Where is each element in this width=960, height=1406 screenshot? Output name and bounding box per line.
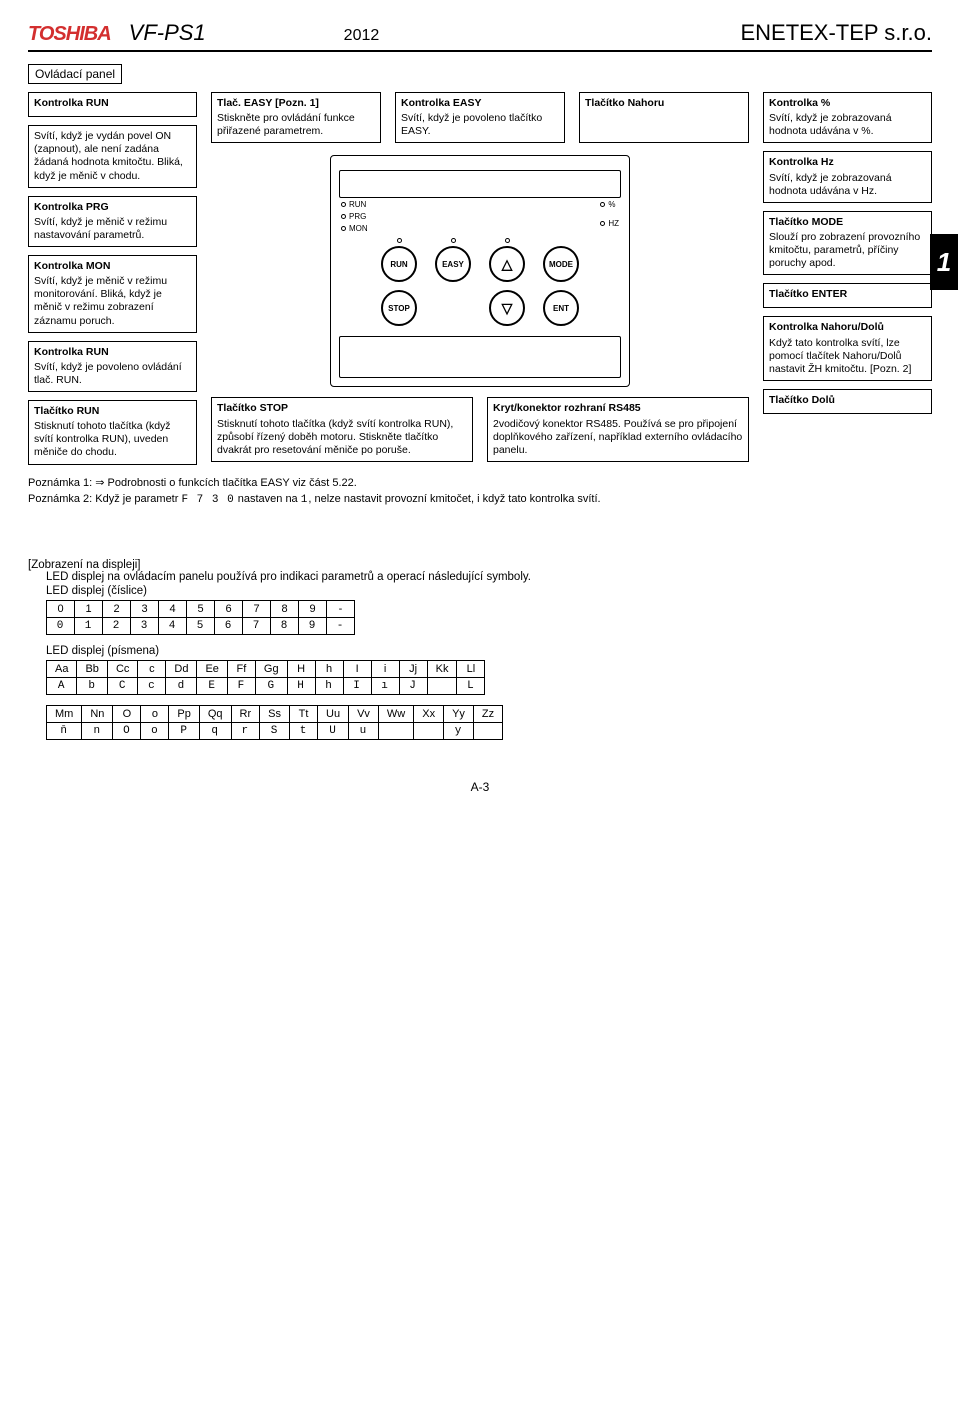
- note2-param: F 7 3 0: [181, 494, 234, 506]
- led-hz-label: HZ: [608, 219, 619, 228]
- label: Kontrolka MON: [34, 260, 191, 273]
- box-run-led2: Kontrolka RUN Svítí, když je povoleno ov…: [28, 341, 197, 392]
- box-mon-led: Kontrolka MON Svítí, když je měnič v rež…: [28, 255, 197, 333]
- box-mode-btn: Tlačítko MODE Slouží pro zobrazení provo…: [763, 211, 932, 276]
- btn-run[interactable]: RUN: [381, 246, 417, 282]
- body: Slouží pro zobrazení provozního kmitočtu…: [769, 231, 926, 270]
- section-title: Ovládací panel: [28, 64, 122, 84]
- company: ENETEX-TEP s.r.o.: [740, 20, 932, 46]
- box-easy-btn: Tlač. EASY [Pozn. 1] Stiskněte pro ovlád…: [211, 92, 381, 143]
- chapter-tab: 1: [930, 234, 958, 290]
- led-run-dot: [341, 202, 346, 207]
- digits-title: LED displej (číslice): [46, 585, 932, 597]
- btn-run-label: RUN: [390, 260, 407, 269]
- box-pct-led: Kontrolka % Svítí, když je zobrazovaná h…: [763, 92, 932, 143]
- box-easy-led: Kontrolka EASY Svítí, když je povoleno t…: [395, 92, 565, 143]
- btn-easy[interactable]: EASY: [435, 246, 471, 282]
- label: Tlačítko MODE: [769, 216, 926, 229]
- btn-up[interactable]: [489, 246, 525, 282]
- body: Když tato kontrolka svítí, lze pomocí tl…: [769, 337, 926, 376]
- btn-stop-label: STOP: [388, 304, 410, 313]
- letters-title: LED displej (písmena): [46, 645, 932, 657]
- label: Kontrolka Nahoru/Dolů: [769, 321, 926, 334]
- led-pct-label: %: [608, 200, 615, 209]
- note2-c: nastaven na: [235, 493, 301, 505]
- label: Tlačítko Nahoru: [585, 97, 743, 110]
- box-down-btn: Tlačítko Dolů: [763, 389, 932, 414]
- lcd-display: [339, 170, 621, 198]
- box-rs485: Kryt/konektor rozhraní RS485 2vodičový k…: [487, 397, 749, 462]
- box-updn-led: Kontrolka Nahoru/Dolů Když tato kontrolk…: [763, 316, 932, 381]
- box-run-led: Kontrolka RUN: [28, 92, 197, 117]
- label: Kontrolka Hz: [769, 156, 926, 169]
- label: Tlačítko Dolů: [769, 394, 926, 407]
- btn-ent-label: ENT: [553, 304, 569, 313]
- body: Svítí, když je měnič v režimu nastavován…: [34, 216, 191, 242]
- display-intro: LED displej na ovládacím panelu používá …: [46, 571, 932, 583]
- led-hz-dot: [600, 221, 605, 226]
- box-stop-btn: Tlačítko STOP Stisknutí tohoto tlačítka …: [211, 397, 473, 462]
- model: VF-PS1: [129, 20, 206, 46]
- label: Kryt/konektor rozhraní RS485: [493, 402, 743, 415]
- btn-easy-label: EASY: [442, 260, 464, 269]
- digits-table: 0123456789- 0123456789-: [46, 600, 355, 635]
- note2-a: Poznámka 2: Když je parametr: [28, 493, 181, 505]
- box-hz-led: Kontrolka Hz Svítí, když je zobrazovaná …: [763, 151, 932, 202]
- label: Kontrolka RUN: [34, 346, 191, 359]
- box-up-btn: Tlačítko Nahoru: [579, 92, 749, 143]
- label: Tlačítko ENTER: [769, 288, 926, 301]
- label: Tlač. EASY [Pozn. 1]: [217, 97, 375, 110]
- box-run-led-body: Svítí, když je vydán povel ON (zapnout),…: [28, 125, 197, 188]
- body: Svítí, když je povoleno tlačítko EASY.: [401, 112, 559, 138]
- label: Kontrolka EASY: [401, 97, 559, 110]
- body: Svítí, když je zobrazovaná hodnota udává…: [769, 172, 926, 198]
- letters2-table: MmNnOoPpQqRrSsTtUuVvWwXxYyZz n̄nOoPqrStU…: [46, 705, 503, 740]
- btn-stop[interactable]: STOP: [381, 290, 417, 326]
- note1: Poznámka 1: ⇒ Podrobnosti o funkcích tla…: [28, 475, 932, 492]
- note2: Poznámka 2: Když je parametr F 7 3 0 nas…: [28, 491, 932, 509]
- led-prg-label: PRG: [349, 212, 366, 221]
- btn-mode-label: MODE: [549, 260, 573, 269]
- led-run-label: RUN: [349, 200, 366, 209]
- display-title: [Zobrazení na displeji]: [28, 559, 932, 571]
- body: 2vodičový konektor RS485. Používá se pro…: [493, 418, 743, 457]
- label: Kontrolka %: [769, 97, 926, 110]
- label: Kontrolka PRG: [34, 201, 191, 214]
- body: Svítí, když je zobrazovaná hodnota udává…: [769, 112, 926, 138]
- led-pct-dot: [600, 202, 605, 207]
- led-prg-dot: [341, 214, 346, 219]
- body: Svítí, když je měnič v režimu monitorová…: [34, 275, 191, 328]
- label: Kontrolka RUN: [34, 97, 191, 110]
- btn-down[interactable]: [489, 290, 525, 326]
- led-mon-dot: [341, 226, 346, 231]
- logo: TOSHIBA: [28, 23, 111, 46]
- body: Stiskněte pro ovládání funkce přiřazené …: [217, 112, 375, 138]
- btn-mode[interactable]: MODE: [543, 246, 579, 282]
- body: Svítí, když je povoleno ovládání tlač. R…: [34, 361, 191, 387]
- device-panel: RUN PRG MON % HZ RUN EASY MODE: [330, 155, 630, 387]
- label: Tlačítko RUN: [34, 405, 191, 418]
- body: Stisknutí tohoto tlačítka (když svítí ko…: [217, 418, 467, 457]
- btn-ent[interactable]: ENT: [543, 290, 579, 326]
- led-mon-label: MON: [349, 224, 368, 233]
- letters1-table: AaBbCccDdEeFfGgHhIiJjKkLl AbCcdEFGHhIıJL: [46, 660, 485, 695]
- note2-e: , nelze nastavit provozní kmitočet, i kd…: [308, 493, 600, 505]
- box-run-btn: Tlačítko RUN Stisknutí tohoto tlačítka (…: [28, 400, 197, 465]
- box-enter-btn: Tlačítko ENTER: [763, 283, 932, 308]
- label: Tlačítko STOP: [217, 402, 467, 415]
- year: 2012: [344, 27, 380, 45]
- box-prg-led: Kontrolka PRG Svítí, když je měnič v rež…: [28, 196, 197, 247]
- rs485-port: [339, 336, 621, 378]
- page-number: A-3: [28, 780, 932, 794]
- body: Stisknutí tohoto tlačítka (když svítí ko…: [34, 420, 191, 459]
